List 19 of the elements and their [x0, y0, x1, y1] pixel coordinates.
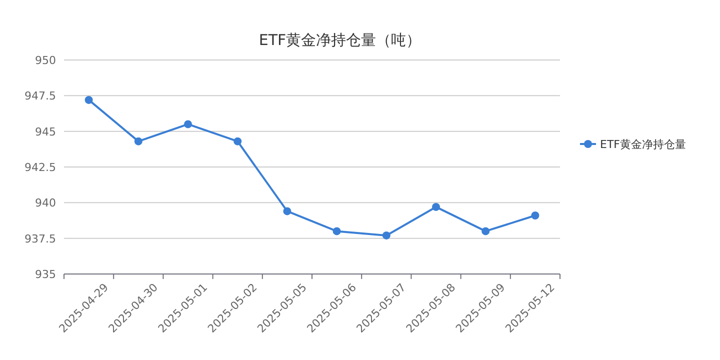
- legend-label: ETF黄金净持仓量: [600, 138, 686, 151]
- point: [134, 137, 142, 146]
- point: [382, 231, 390, 240]
- y-tick-label: 935: [35, 268, 56, 281]
- y-tick-label: 940: [35, 196, 56, 210]
- y-tick-label: 950: [35, 54, 56, 67]
- point: [234, 137, 242, 146]
- y-tick-label: 947.5: [24, 90, 56, 103]
- y-tick-label: 937.5: [24, 232, 56, 246]
- y-tick-label: 942.5: [24, 161, 56, 174]
- point: [84, 96, 93, 104]
- point: [283, 207, 292, 216]
- y-tick-label: 945: [35, 125, 56, 138]
- point: [531, 212, 540, 220]
- chart-title: ETF黄金净持仓量（吨）: [258, 31, 422, 49]
- point: [332, 227, 341, 236]
- point: [184, 120, 192, 128]
- point: [482, 227, 490, 236]
- point: [432, 202, 440, 211]
